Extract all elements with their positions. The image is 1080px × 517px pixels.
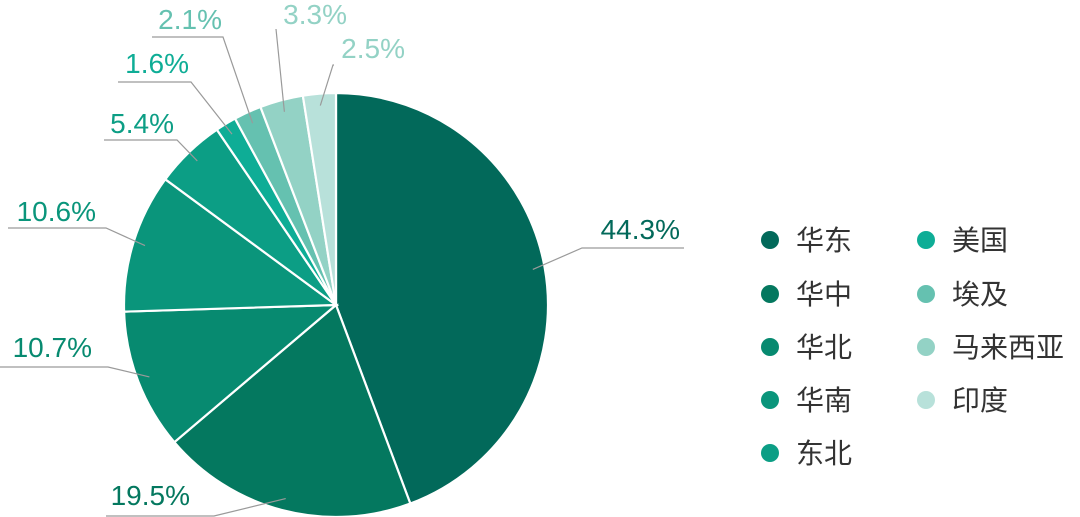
legend-swatch-9: [917, 391, 935, 409]
legend-swatch-7: [917, 285, 935, 303]
pie-slice-9: [301, 91, 338, 306]
value-label-5: 5.4%: [110, 108, 174, 139]
value-label-4: 10.6%: [17, 196, 96, 227]
legend-label-1: 华东: [796, 224, 852, 257]
value-label-7: 2.1%: [158, 4, 222, 35]
legend-swatch-3: [761, 338, 779, 356]
legend-swatch-8: [917, 338, 935, 356]
legend-label-3: 华北: [796, 331, 852, 364]
leader-line-6: [118, 81, 233, 135]
legend-label-5: 东北: [796, 437, 852, 470]
value-labels: 44.3% 19.5% 10.7% 10.6% 5.4% 1.6% 2.1% 3.3%2.5%: [13, 0, 680, 511]
leader-line-4: [8, 227, 146, 247]
pie-slice-4: [122, 177, 340, 313]
legend-label-2: 华中: [796, 278, 852, 311]
value-label-3: 10.7%: [13, 332, 92, 363]
leader-line-8: [275, 28, 285, 112]
value-label-8: 3.3%: [283, 0, 347, 30]
leader-line-2: [106, 498, 286, 517]
leader-lines: [0, 28, 684, 517]
legend-label-4: 华南: [796, 384, 852, 417]
legend-swatch-1: [761, 231, 779, 249]
value-label-2: 19.5%: [111, 480, 190, 511]
legend-swatch-6: [917, 231, 935, 249]
leader-line-5: [104, 139, 198, 162]
value-label-1: 44.3%: [601, 214, 680, 245]
value-label-6: 1.6%: [125, 48, 189, 79]
pie-slices: [122, 91, 550, 517]
legend-label-6: 美国: [952, 224, 1008, 257]
legend-swatch-5: [761, 444, 779, 462]
value-label-9: 2.5%: [341, 33, 405, 64]
pie-slice-1: [334, 91, 550, 505]
leader-line-7: [152, 36, 254, 124]
legend-swatch-2: [761, 285, 779, 303]
pie-slice-3: [122, 303, 340, 444]
legend-label-9: 印度: [952, 384, 1008, 417]
legend-label-8: 马来西亚: [952, 331, 1064, 364]
leader-line-1: [532, 247, 684, 270]
leader-line-9: [319, 64, 334, 106]
legend-swatch-4: [761, 391, 779, 409]
legend-label-7: 埃及: [952, 278, 1008, 311]
pie-slice-2: [172, 303, 412, 517]
leader-line-3: [0, 366, 150, 378]
